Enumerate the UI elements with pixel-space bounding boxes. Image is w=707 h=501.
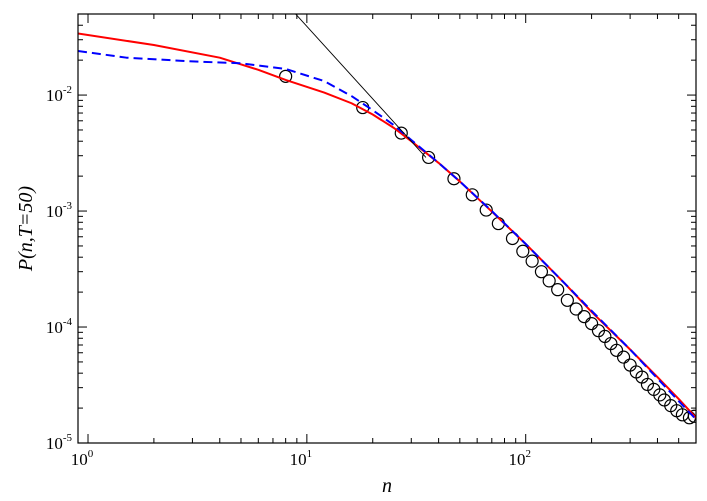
y-axis-title: P(n,T=50) — [15, 186, 37, 272]
data-point-circle — [279, 69, 293, 83]
data-point-circle — [542, 274, 556, 288]
y-tick-label: 10-3 — [46, 200, 73, 221]
series-line-red-solid — [78, 32, 696, 419]
data-point-circle — [584, 317, 599, 331]
data-point-circle — [516, 244, 530, 258]
x-tick-label: 101 — [290, 448, 313, 469]
data-point-circle — [653, 388, 667, 402]
data-point-circle — [465, 188, 479, 202]
x-tick-label: 100 — [71, 448, 94, 469]
reference-power-law-line — [295, 14, 427, 158]
y-tick-label: 10-2 — [46, 84, 72, 105]
data-point-circle — [569, 302, 583, 316]
x-tick-label: 102 — [508, 448, 531, 469]
plot-area — [78, 14, 696, 425]
y-tick-label: 10-5 — [46, 432, 73, 453]
data-point-circle — [623, 358, 637, 372]
y-tick-label: 10-4 — [46, 316, 73, 337]
data-point-circle — [394, 126, 408, 140]
data-point-circle — [534, 265, 549, 279]
series-group — [78, 14, 696, 425]
data-point-circle — [560, 293, 574, 307]
plot-frame — [77, 13, 697, 444]
data-point-circle — [422, 150, 436, 165]
x-axis-title: n — [382, 475, 392, 497]
data-point-circle — [687, 409, 696, 423]
data-point-circle — [577, 309, 591, 324]
data-point-circle — [479, 203, 493, 217]
data-point-circle — [525, 254, 539, 268]
data-point-circle — [447, 172, 461, 186]
data-point-circle — [491, 216, 505, 231]
axes: 100 101 102 10-5 10-4 10-3 10-2 — [46, 13, 697, 469]
data-point-circle — [551, 283, 565, 297]
data-point-circle — [616, 350, 631, 364]
series-line-blue-dashed — [78, 49, 696, 421]
data-point-circle — [609, 343, 624, 357]
